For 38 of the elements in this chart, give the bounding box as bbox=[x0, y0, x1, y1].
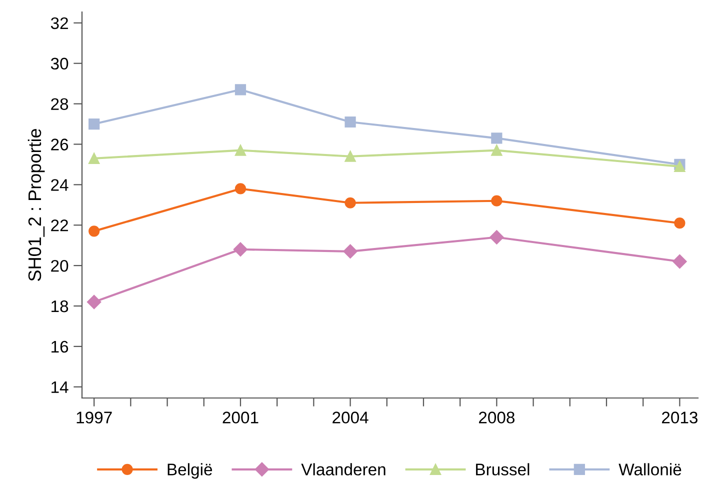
x-tick-label: 2004 bbox=[332, 412, 368, 424]
y-tick-label: 30 bbox=[50, 58, 68, 70]
y-axis-title: SH01_2 : Proportie bbox=[28, 129, 45, 281]
point bbox=[344, 116, 356, 128]
y-tick-label: 18 bbox=[52, 300, 68, 312]
legend-label: Vlaanderen bbox=[301, 463, 386, 476]
point bbox=[234, 84, 246, 96]
point bbox=[88, 118, 100, 130]
y-tick-label: 32 bbox=[50, 17, 68, 30]
legend-label: Wallonië bbox=[618, 463, 682, 476]
y-tick-label: 24 bbox=[51, 179, 68, 191]
point bbox=[234, 183, 246, 194]
x-tick-label: 2008 bbox=[478, 412, 515, 424]
x-tick-label: 2001 bbox=[222, 412, 258, 424]
y-tick-label: 14 bbox=[52, 381, 68, 393]
point bbox=[491, 144, 502, 156]
y-tick-label: 16 bbox=[52, 340, 68, 353]
point bbox=[672, 254, 687, 269]
y-tick-label: 26 bbox=[51, 138, 68, 150]
y-tick-label: 28 bbox=[51, 98, 68, 110]
point bbox=[87, 294, 102, 310]
point bbox=[234, 144, 246, 156]
point bbox=[343, 244, 358, 258]
point bbox=[88, 226, 100, 237]
y-tick-label: 20 bbox=[51, 260, 68, 272]
point bbox=[491, 132, 502, 144]
point bbox=[344, 197, 356, 208]
point bbox=[674, 218, 686, 229]
point bbox=[344, 150, 356, 162]
x-tick-label: 2013 bbox=[662, 412, 698, 424]
legend-label: Brussel bbox=[476, 463, 530, 476]
x-tick-label: 1997 bbox=[76, 412, 112, 424]
y-tick-label: 22 bbox=[51, 220, 68, 232]
point bbox=[490, 230, 504, 244]
point bbox=[233, 242, 248, 256]
point bbox=[88, 152, 100, 164]
point bbox=[491, 195, 502, 206]
legend-label: België bbox=[168, 463, 212, 479]
